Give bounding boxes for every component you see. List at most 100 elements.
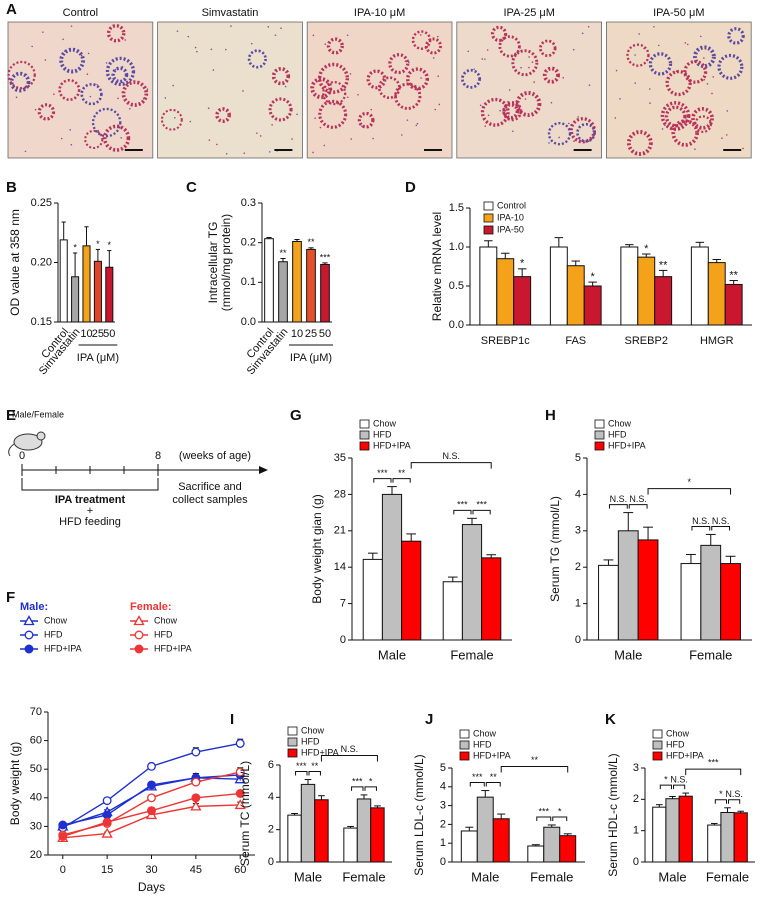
marker bbox=[147, 780, 156, 790]
y-tick-label: 4 bbox=[440, 781, 446, 793]
time-start: 0 bbox=[19, 450, 25, 462]
bar bbox=[320, 263, 330, 323]
significance-bracket bbox=[500, 766, 569, 773]
speck bbox=[481, 58, 484, 60]
significance-bracket bbox=[469, 782, 485, 787]
significance-bracket bbox=[691, 525, 711, 531]
image-title: IPA-50 μM bbox=[653, 7, 704, 19]
speck bbox=[703, 57, 705, 59]
y-tick-label: 1.0 bbox=[449, 241, 464, 253]
y-axis-label: Body weight gian (g) bbox=[310, 494, 324, 603]
speck bbox=[479, 104, 482, 107]
speck bbox=[587, 25, 590, 28]
speck bbox=[62, 38, 64, 41]
speck bbox=[648, 88, 651, 90]
bar bbox=[707, 824, 722, 863]
speck bbox=[164, 97, 167, 99]
speck bbox=[15, 96, 18, 99]
timeline bbox=[21, 464, 268, 491]
stained-cell bbox=[626, 130, 653, 156]
marker bbox=[147, 793, 156, 803]
y-tick-label: 0 bbox=[268, 856, 274, 868]
speck bbox=[531, 61, 534, 63]
bar bbox=[105, 266, 114, 323]
speck bbox=[581, 32, 584, 35]
marker bbox=[102, 817, 112, 827]
x-tick-label: 50 bbox=[319, 328, 331, 340]
y-tick-label: 1 bbox=[440, 837, 446, 849]
speck bbox=[323, 144, 326, 147]
stained-cell bbox=[539, 39, 557, 58]
bar bbox=[82, 245, 91, 323]
marker bbox=[58, 820, 68, 830]
speck bbox=[706, 83, 709, 85]
speck bbox=[350, 138, 353, 140]
y-tick-label: 2 bbox=[440, 818, 446, 830]
speck bbox=[96, 83, 99, 86]
stained-cell bbox=[671, 119, 699, 147]
panel-label: E bbox=[6, 407, 16, 424]
legend-marker bbox=[134, 644, 144, 654]
speck bbox=[507, 100, 509, 103]
speck bbox=[508, 89, 511, 91]
legend-label: HFD bbox=[301, 736, 320, 746]
speck bbox=[312, 34, 315, 37]
significance-bracket bbox=[552, 816, 568, 821]
speck bbox=[415, 124, 418, 127]
significance: * bbox=[719, 789, 723, 799]
bar bbox=[707, 262, 726, 326]
marker bbox=[191, 747, 201, 757]
bar bbox=[460, 830, 478, 863]
speck bbox=[434, 108, 437, 111]
bar bbox=[620, 246, 639, 326]
legend-swatch bbox=[483, 225, 494, 235]
speck bbox=[291, 138, 293, 140]
legend-label: Chow bbox=[666, 728, 690, 738]
speck bbox=[649, 102, 651, 104]
stained-cell bbox=[357, 111, 375, 129]
significance: *** bbox=[352, 776, 363, 786]
bar bbox=[680, 563, 702, 641]
legend-swatch bbox=[652, 751, 663, 761]
significance-bracket bbox=[728, 799, 741, 804]
stained-cell bbox=[693, 45, 716, 69]
legend-swatch bbox=[483, 201, 494, 211]
y-tick-label: 0.5 bbox=[449, 280, 464, 292]
speck bbox=[473, 68, 475, 70]
image-title: Simvastatin bbox=[202, 7, 259, 19]
stained-cell bbox=[268, 97, 293, 122]
legend-marker bbox=[24, 630, 34, 640]
significance: N.S. bbox=[712, 516, 730, 526]
stained-cell bbox=[547, 121, 572, 146]
y-tick-label: 0.3 bbox=[241, 197, 256, 209]
subject-label: Male/Female bbox=[12, 409, 64, 419]
speck bbox=[117, 97, 119, 100]
significance: *** bbox=[708, 757, 719, 767]
stained-cell bbox=[424, 37, 442, 55]
speck bbox=[670, 61, 673, 64]
significance: ** bbox=[307, 237, 315, 247]
stained-cell bbox=[665, 69, 692, 97]
stained-cell bbox=[542, 66, 560, 84]
stained-cell bbox=[310, 77, 333, 100]
bar bbox=[93, 260, 102, 323]
y-tick-label: 2 bbox=[575, 561, 581, 573]
y-tick-label: 21 bbox=[334, 525, 346, 537]
speck bbox=[577, 116, 579, 118]
stained-cell bbox=[377, 76, 401, 100]
speck bbox=[694, 148, 696, 150]
legend-swatch bbox=[594, 441, 605, 451]
y-tick-label: 0.25 bbox=[31, 197, 52, 209]
bar bbox=[654, 276, 673, 326]
significance: *** bbox=[476, 500, 487, 510]
y-axis-label: Serum TC (mmol/L) bbox=[238, 761, 252, 866]
stained-cell bbox=[498, 35, 521, 58]
significance: * bbox=[664, 774, 668, 784]
speck bbox=[120, 136, 122, 139]
bar bbox=[496, 258, 515, 326]
stained-cell bbox=[366, 69, 387, 90]
legend-marker bbox=[134, 630, 144, 640]
x-tick-label: SREBP2 bbox=[625, 335, 668, 347]
bar bbox=[476, 796, 494, 863]
speck bbox=[634, 54, 636, 56]
